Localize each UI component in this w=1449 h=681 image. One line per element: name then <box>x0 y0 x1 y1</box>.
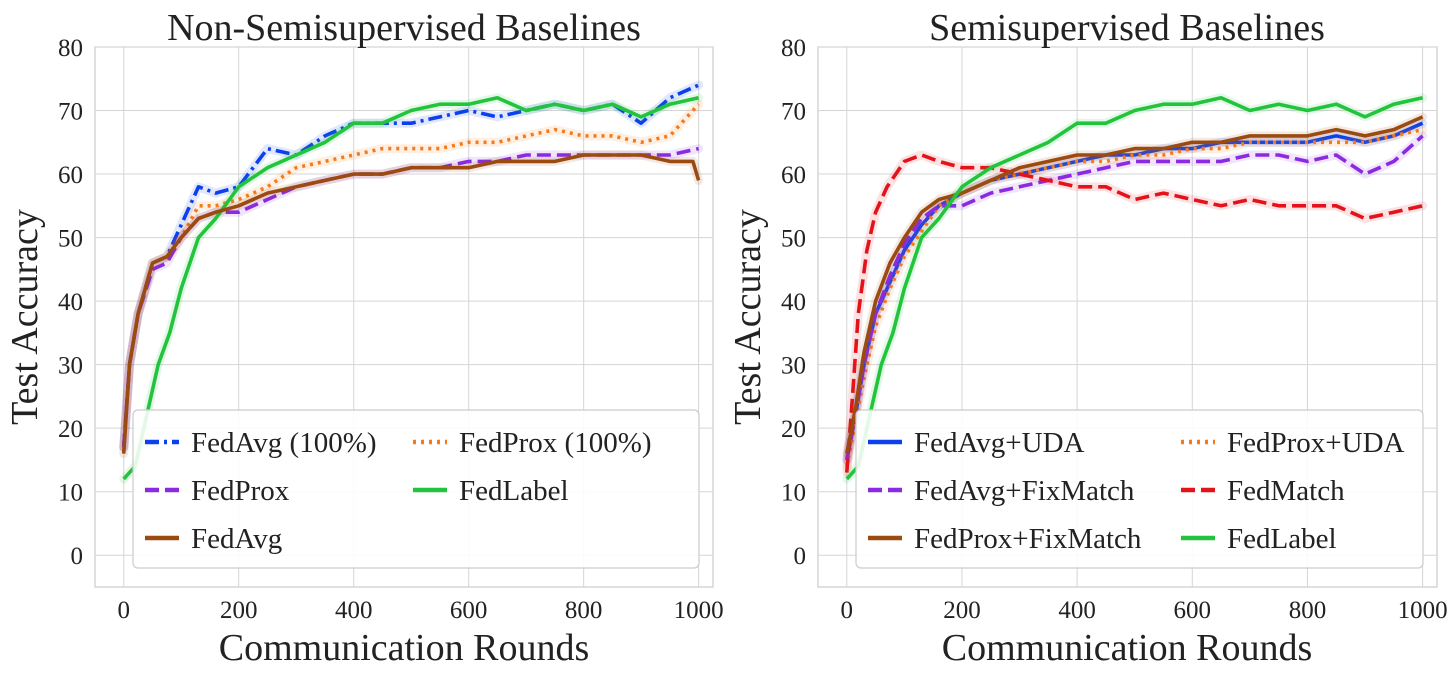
series-line <box>121 153 701 454</box>
x-tick-label: 1000 <box>674 597 724 624</box>
x-axis-label: Communication Rounds <box>219 627 590 669</box>
legend-label: FedAvg (100%) <box>191 427 377 459</box>
chart-title: Semisupervised Baselines <box>929 7 1325 49</box>
series-line <box>845 96 1423 481</box>
y-tick-label: 10 <box>58 480 83 507</box>
chart-title: Non-Semisupervised Baselines <box>167 7 641 49</box>
x-tick-label: 200 <box>220 597 258 624</box>
y-tick-label: 0 <box>794 543 807 570</box>
y-tick-label: 60 <box>781 162 806 189</box>
x-axis-label: Communication Rounds <box>942 627 1313 669</box>
legend-label: FedAvg <box>191 523 282 555</box>
series-line <box>845 134 1424 461</box>
series-line <box>845 115 1424 454</box>
legend-label: FedMatch <box>1227 475 1345 507</box>
x-tick-label: 1000 <box>1398 597 1448 624</box>
legend-box <box>855 409 1424 569</box>
y-tick-label: 70 <box>58 99 83 126</box>
y-tick-label: 0 <box>71 543 84 570</box>
legend-label: FedProx <box>191 475 290 507</box>
x-tick-label: 0 <box>117 597 130 624</box>
y-tick-label: 40 <box>781 289 806 316</box>
y-tick-label: 80 <box>58 35 83 62</box>
y-tick-label: 10 <box>781 480 806 507</box>
y-tick-label: 60 <box>58 162 83 189</box>
series-line <box>845 153 1423 473</box>
legend-label: FedProx (100%) <box>459 427 652 459</box>
legend-label: FedLabel <box>1227 523 1337 555</box>
legend-label: FedAvg+FixMatch <box>914 475 1135 507</box>
y-tick-label: 50 <box>781 226 806 253</box>
y-axis-label: Test Accuracy <box>727 209 769 425</box>
y-axis-label: Test Accuracy <box>4 209 46 425</box>
y-tick-label: 20 <box>58 416 83 443</box>
x-tick-label: 800 <box>1289 597 1327 624</box>
x-tick-label: 600 <box>450 597 488 624</box>
series-line <box>122 96 699 481</box>
x-tick-label: 400 <box>1058 597 1096 624</box>
x-tick-label: 400 <box>335 597 373 624</box>
x-tick-label: 0 <box>841 597 854 624</box>
x-tick-label: 200 <box>943 597 981 624</box>
y-tick-label: 50 <box>58 226 83 253</box>
legend-label: FedAvg+UDA <box>914 427 1085 459</box>
y-tick-label: 30 <box>58 353 83 380</box>
y-tick-label: 70 <box>781 99 806 126</box>
y-tick-label: 30 <box>781 353 806 380</box>
series-line <box>845 127 1423 467</box>
y-tick-label: 40 <box>58 289 83 316</box>
y-tick-label: 80 <box>781 35 806 62</box>
legend-label: FedProx+UDA <box>1227 427 1405 459</box>
legend-label: FedLabel <box>459 475 569 507</box>
legend-label: FedProx+FixMatch <box>914 523 1142 555</box>
y-tick-label: 20 <box>781 416 806 443</box>
x-tick-label: 800 <box>565 597 603 624</box>
x-tick-label: 600 <box>1174 597 1212 624</box>
